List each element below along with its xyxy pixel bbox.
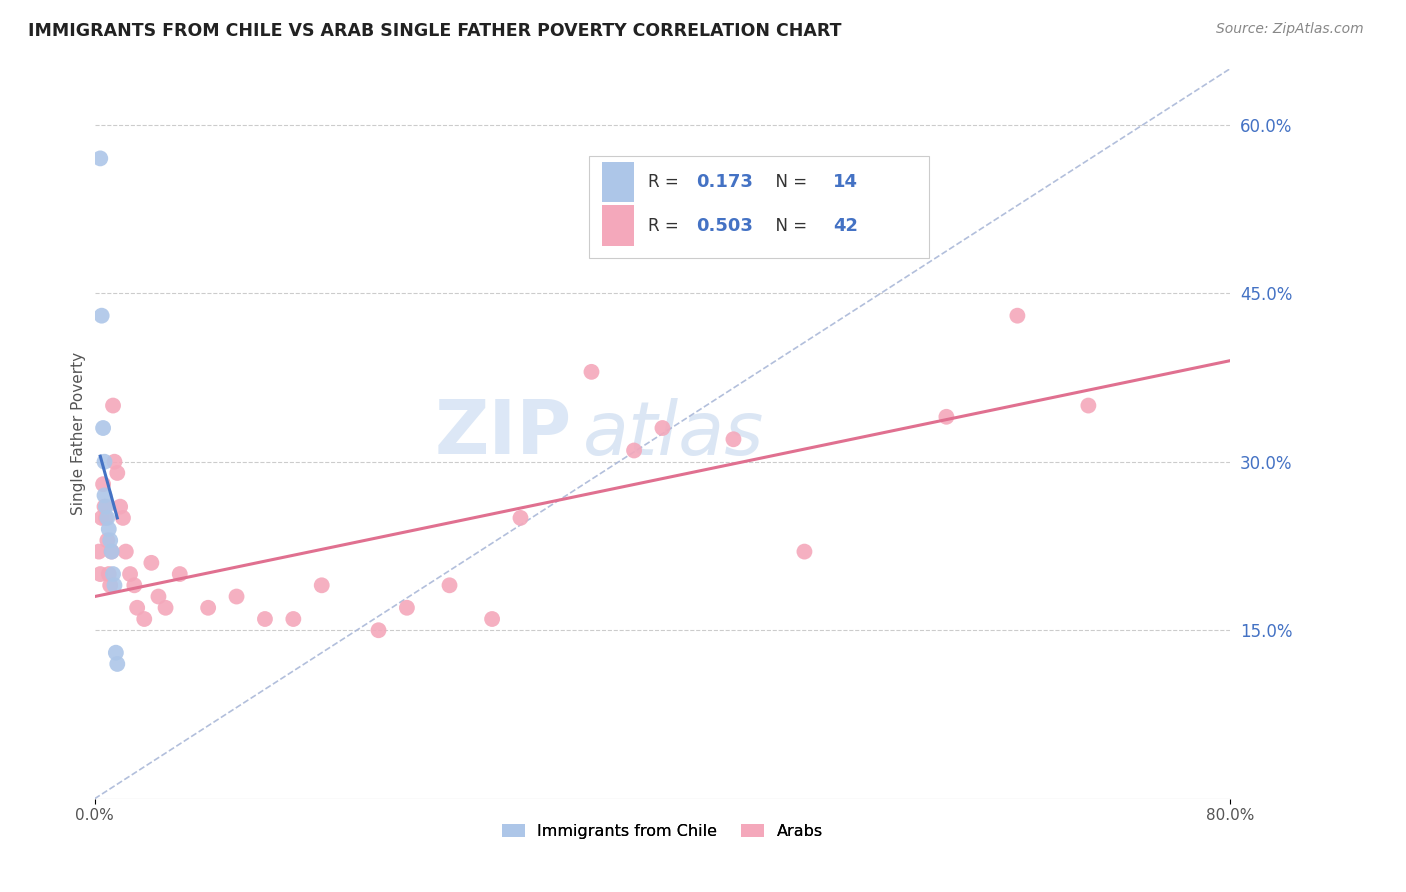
Point xyxy=(155,600,177,615)
Point xyxy=(91,421,114,435)
Y-axis label: Single Father Poverty: Single Father Poverty xyxy=(72,352,86,516)
Point xyxy=(94,500,117,514)
Point xyxy=(103,455,125,469)
Point xyxy=(101,567,124,582)
Text: IMMIGRANTS FROM CHILE VS ARAB SINGLE FATHER POVERTY CORRELATION CHART: IMMIGRANTS FROM CHILE VS ARAB SINGLE FAT… xyxy=(28,22,842,40)
Point xyxy=(100,544,122,558)
Point xyxy=(481,612,503,626)
Text: R =: R = xyxy=(648,217,683,235)
Point xyxy=(134,612,156,626)
Point xyxy=(581,365,603,379)
Point xyxy=(793,544,815,558)
Point xyxy=(935,409,957,424)
Point xyxy=(395,600,418,615)
Point xyxy=(100,544,122,558)
Point xyxy=(120,567,142,582)
Text: R =: R = xyxy=(648,173,683,191)
Point xyxy=(253,612,276,626)
Point xyxy=(311,578,333,592)
Text: atlas: atlas xyxy=(583,398,765,470)
Point xyxy=(97,567,120,582)
Point xyxy=(439,578,461,592)
Point xyxy=(1077,399,1099,413)
Point xyxy=(127,600,149,615)
Point xyxy=(105,657,128,671)
Point xyxy=(509,511,531,525)
Point xyxy=(141,556,163,570)
Point xyxy=(169,567,191,582)
Point xyxy=(124,578,146,592)
Point xyxy=(87,544,110,558)
Text: 42: 42 xyxy=(832,217,858,235)
Point xyxy=(283,612,305,626)
Point xyxy=(148,590,170,604)
FancyBboxPatch shape xyxy=(602,161,634,202)
Point xyxy=(93,500,115,514)
Point xyxy=(94,511,117,525)
Point xyxy=(623,443,645,458)
Legend: Immigrants from Chile, Arabs: Immigrants from Chile, Arabs xyxy=(496,818,830,846)
Point xyxy=(89,152,111,166)
Point xyxy=(96,533,118,548)
Point xyxy=(90,511,112,525)
FancyBboxPatch shape xyxy=(589,156,929,259)
Point xyxy=(105,466,128,480)
Text: ZIP: ZIP xyxy=(434,397,572,470)
Point xyxy=(97,522,120,536)
Point xyxy=(98,578,121,592)
Text: N =: N = xyxy=(765,217,813,235)
FancyBboxPatch shape xyxy=(602,205,634,245)
Point xyxy=(90,309,112,323)
Point xyxy=(197,600,219,615)
Point xyxy=(225,590,247,604)
Point xyxy=(111,511,134,525)
Text: N =: N = xyxy=(765,173,813,191)
Point xyxy=(367,624,389,638)
Text: 14: 14 xyxy=(832,173,858,191)
Point xyxy=(89,567,111,582)
Point xyxy=(91,477,114,491)
Text: Source: ZipAtlas.com: Source: ZipAtlas.com xyxy=(1216,22,1364,37)
Text: 0.503: 0.503 xyxy=(696,217,754,235)
Point xyxy=(104,646,127,660)
Point xyxy=(723,432,745,446)
Point xyxy=(103,578,125,592)
Point xyxy=(108,500,131,514)
Point xyxy=(101,399,124,413)
Point xyxy=(98,533,121,548)
Point xyxy=(651,421,673,435)
Point xyxy=(93,455,115,469)
Point xyxy=(114,544,136,558)
Point xyxy=(1007,309,1029,323)
Point xyxy=(93,488,115,502)
Point xyxy=(96,511,118,525)
Text: 0.173: 0.173 xyxy=(696,173,754,191)
